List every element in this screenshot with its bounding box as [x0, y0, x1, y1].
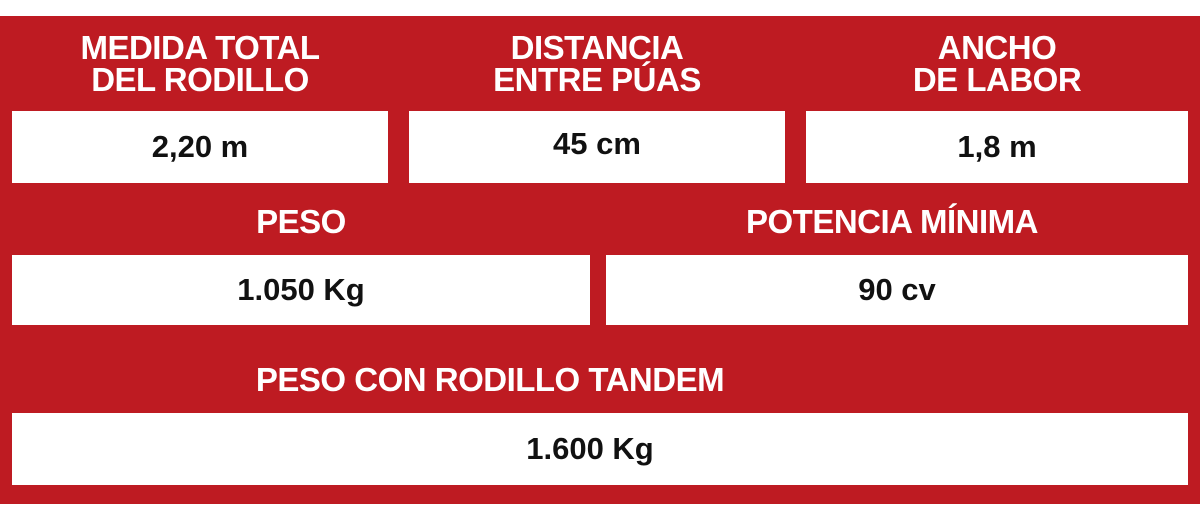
spec-panel: MEDIDA TOTAL DEL RODILLO 2,20 m DISTANCI…: [0, 16, 1200, 504]
spec-label: MEDIDA TOTAL DEL RODILLO: [12, 29, 388, 98]
label-line: ANCHO: [937, 29, 1057, 66]
label-line: POTENCIA MÍNIMA: [746, 203, 1038, 240]
label-line: PESO: [256, 203, 346, 240]
spec-label: DISTANCIA ENTRE PÚAS: [409, 29, 785, 98]
spec-value: 45 cm: [409, 111, 785, 183]
label-line: DE LABOR: [912, 61, 1082, 98]
label-line: DISTANCIA: [510, 29, 684, 66]
spec-label: ANCHO DE LABOR: [806, 29, 1188, 98]
label-line: MEDIDA TOTAL: [80, 29, 320, 66]
spec-value: 1.050 Kg: [12, 255, 590, 325]
spec-label: PESO CON RODILLO TANDEM: [12, 361, 1188, 398]
spec-label: PESO: [12, 203, 590, 240]
label-line: ENTRE PÚAS: [493, 61, 701, 98]
spec-value: 2,20 m: [12, 111, 388, 183]
label-line: DEL RODILLO: [91, 61, 309, 98]
spec-label: POTENCIA MÍNIMA: [606, 203, 1188, 240]
label-line: PESO CON RODILLO TANDEM: [255, 361, 725, 398]
spec-value: 1.600 Kg: [12, 413, 1188, 485]
spec-value: 1,8 m: [806, 111, 1188, 183]
spec-value: 90 cv: [606, 255, 1188, 325]
